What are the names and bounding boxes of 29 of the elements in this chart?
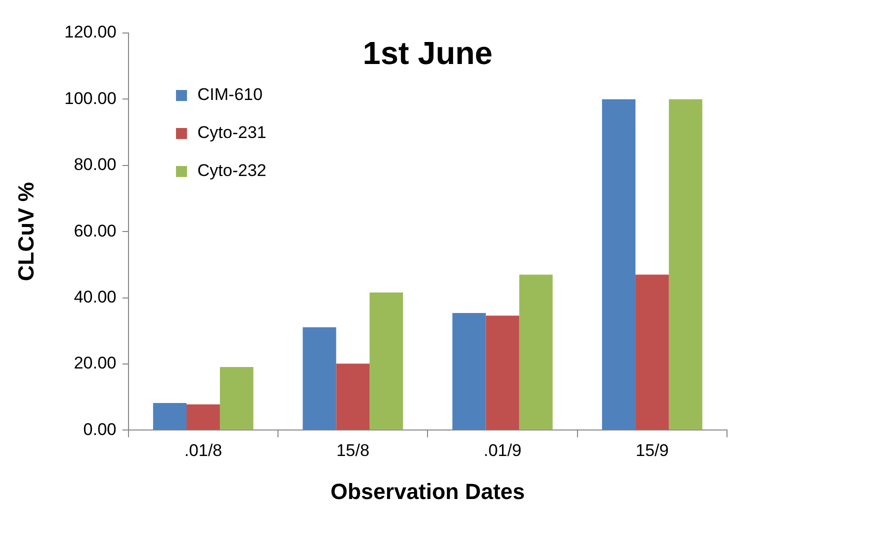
bar [220, 366, 254, 430]
bar [153, 403, 187, 430]
x-axis-title: Observation Dates [330, 478, 525, 504]
bar [452, 313, 486, 430]
chart-title: 1st June [362, 35, 493, 72]
x-tick-label: .01/9 [484, 441, 522, 460]
bar [186, 404, 220, 430]
bar [336, 364, 370, 430]
bar [519, 274, 553, 430]
y-axis-title: CLCuV % [13, 182, 38, 282]
y-tick-label: 20.00 [74, 354, 116, 373]
y-tick-label: 100.00 [64, 88, 116, 108]
legend-label: Cyto-231 [197, 123, 266, 143]
bar [635, 274, 669, 430]
x-tick-label: .01/8 [184, 441, 222, 460]
y-tick-label: 60.00 [74, 221, 116, 240]
bar [486, 316, 520, 430]
bar [302, 327, 336, 430]
bar [668, 99, 702, 430]
bar [370, 292, 404, 430]
y-tick-label: 0.00 [83, 420, 116, 439]
x-tick-label: 15/8 [336, 441, 370, 460]
y-tick-label: 40.00 [74, 287, 116, 306]
y-tick-label: 120.00 [64, 22, 116, 42]
legend-label: Cyto-232 [197, 161, 266, 181]
legend-label: CIM-610 [197, 85, 263, 105]
y-tick-label: 80.00 [74, 155, 116, 174]
bar [602, 99, 636, 430]
x-tick-label: 15/9 [636, 441, 669, 460]
